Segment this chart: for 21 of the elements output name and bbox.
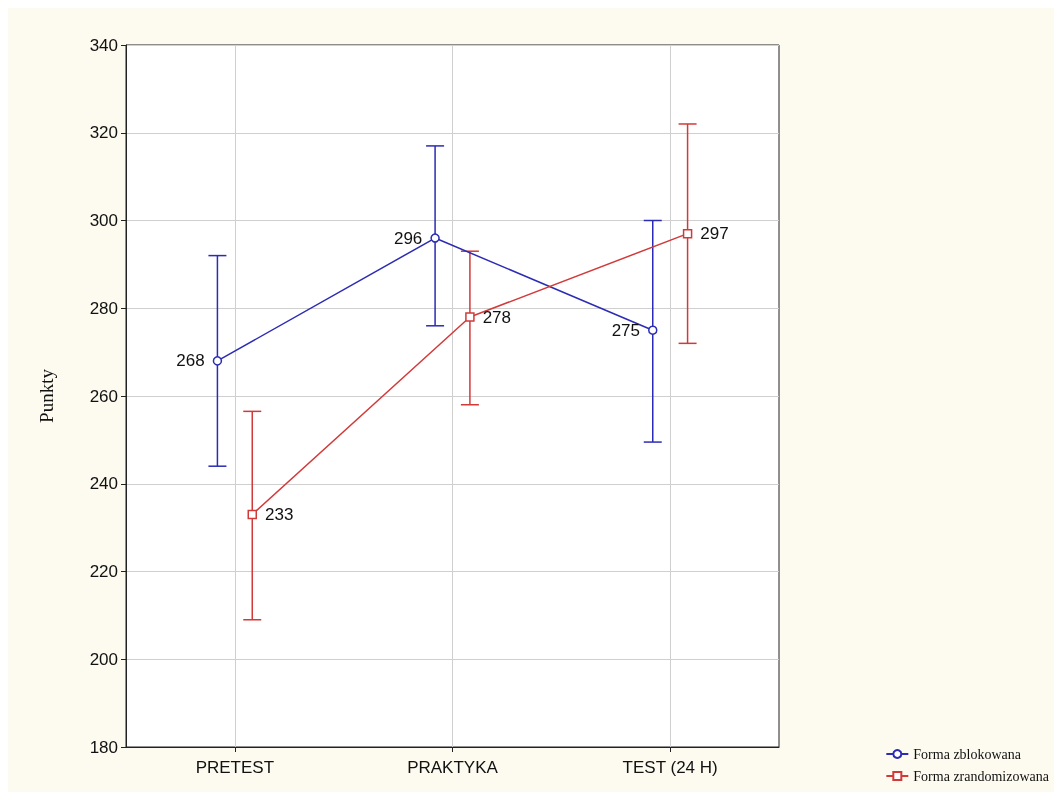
y-tick-label: 260	[89, 386, 118, 406]
data-label: 275	[611, 320, 640, 340]
y-tick-label: 340	[89, 35, 118, 55]
data-label: 297	[700, 224, 729, 244]
y-tick-label: 200	[89, 649, 118, 669]
legend-label: Forma zblokowana	[913, 746, 1022, 762]
y-tick-label: 300	[89, 211, 118, 230]
data-label: 233	[265, 504, 294, 524]
y-tick-label: 320	[89, 123, 118, 143]
y-tick-label: 240	[89, 474, 118, 494]
data-label: 268	[176, 351, 205, 371]
y-tick-label: 220	[89, 562, 118, 581]
y-axis-title: Punkty	[36, 368, 57, 423]
y-tick-label: 180	[89, 737, 118, 757]
data-label: 296	[393, 228, 423, 248]
y-tick-label: 280	[89, 298, 118, 318]
x-tick-label: PRETEST	[195, 758, 275, 777]
x-tick-label: TEST (24 H)	[622, 758, 718, 777]
legend-label: Forma zrandomizowana	[913, 768, 1050, 784]
data-label: 278	[482, 307, 512, 327]
x-tick-label: PRAKTYKA	[407, 758, 499, 777]
